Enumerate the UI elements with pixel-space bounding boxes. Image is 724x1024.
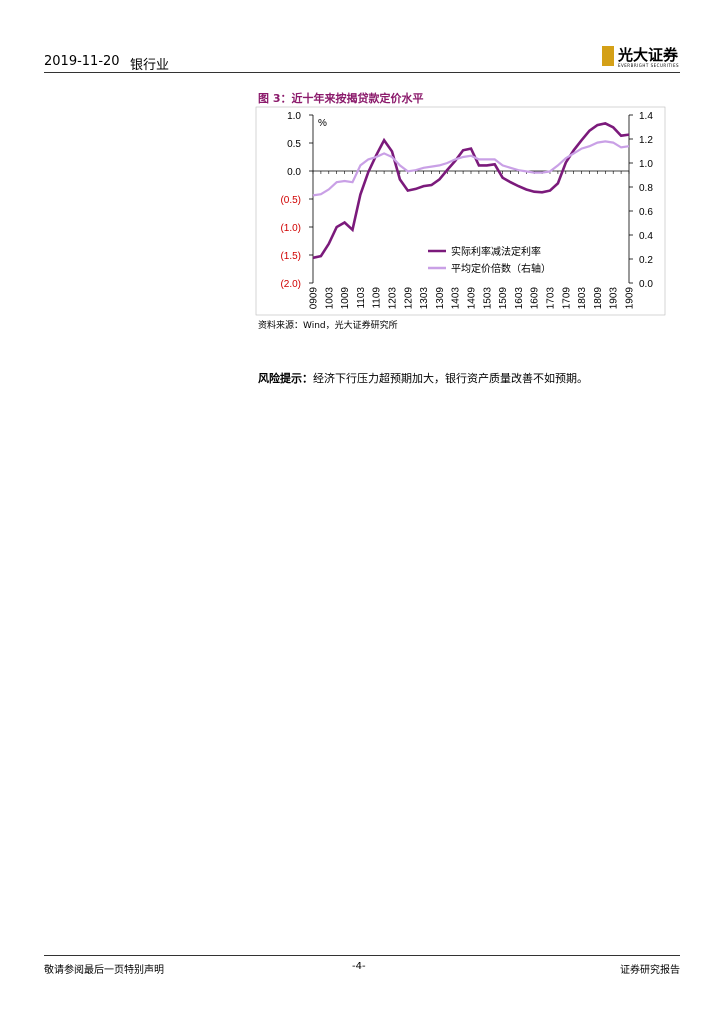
- chart: % 1.0 0.5 0.0 (0.5) (1.0) (1.5) (2.0) 1.4 1.2 1.0…: [255, 106, 666, 316]
- x-tick-label: 1003: [324, 287, 335, 310]
- x-tick-label: 1509: [498, 287, 509, 310]
- x-tick-label: 1803: [577, 287, 588, 310]
- y-tick-label: (2.0): [280, 279, 301, 290]
- logo-text: 光大证券: [618, 46, 679, 64]
- source-note: 资料来源：Wind，光大证券研究所: [258, 321, 398, 331]
- page-number: -4-: [352, 961, 366, 972]
- x-tick-label: 1703: [546, 287, 557, 310]
- x-tick-label: 1103: [356, 287, 367, 309]
- x-tick-label: 1203: [388, 287, 399, 310]
- x-tick-label: 0909: [309, 287, 320, 310]
- report-date: 2019-11-20: [44, 54, 120, 69]
- y2-tick-label: 1.4: [639, 111, 653, 122]
- footer-right: 证券研究报告: [620, 965, 680, 976]
- figure-title: 图 3：近十年来按揭贷款定价水平: [258, 92, 424, 105]
- legend-label: 实际利率减法定利率: [451, 245, 541, 258]
- chart-frame: [255, 106, 666, 316]
- y2-tick-label: 0.8: [639, 183, 653, 194]
- footer-rule: [44, 955, 680, 956]
- logo-icon: [602, 46, 614, 66]
- y2-tick-label: 0.2: [639, 255, 653, 266]
- x-tick-label: 1603: [514, 287, 525, 310]
- x-tick-label: 1709: [561, 287, 572, 310]
- x-tick-label: 1309: [435, 287, 446, 310]
- y-tick-label: 0.0: [287, 167, 301, 178]
- y2-tick-label: 1.2: [639, 135, 653, 146]
- logo-subtext: EVERBRIGHT SECURITIES: [618, 63, 680, 68]
- x-tick-label: 1209: [403, 287, 414, 310]
- y-tick-label: (1.5): [280, 251, 301, 262]
- x-tick-label: 1503: [482, 287, 493, 310]
- risk-note: 风险提示：经济下行压力超预期加大，银行资产质量改善不如预期。: [258, 370, 588, 386]
- x-tick-label: 1109: [372, 287, 383, 309]
- risk-text: 经济下行压力超预期加大，银行资产质量改善不如预期。: [313, 372, 588, 385]
- x-tick-label: 1009: [340, 287, 351, 310]
- footer-left: 敬请参阅最后一页特别声明: [44, 965, 164, 976]
- y2-tick-label: 0.0: [639, 279, 653, 290]
- x-tick-label: 1903: [609, 287, 620, 310]
- series-line: [312, 140, 630, 197]
- x-tick-label: 1409: [467, 287, 478, 310]
- y-tick-label: 1.0: [287, 111, 301, 122]
- x-tick-label: 1809: [593, 287, 604, 310]
- x-tick-label: 1303: [419, 287, 430, 310]
- x-tick-label: 1609: [530, 287, 541, 310]
- x-tick-label: 1403: [451, 287, 462, 310]
- risk-label: 风险提示：: [258, 372, 313, 385]
- y2-tick-label: 0.4: [639, 231, 653, 242]
- x-tick-label: 1909: [625, 287, 636, 310]
- y-tick-label: (0.5): [280, 195, 301, 206]
- header-rule: [44, 72, 680, 73]
- sector: 银行业: [130, 58, 170, 73]
- y2-tick-label: 1.0: [639, 159, 653, 170]
- series-line: [312, 122, 630, 260]
- y2-tick-label: 0.6: [639, 207, 653, 218]
- y-tick-label: (1.0): [280, 223, 301, 234]
- legend-label: 平均定价倍数（右轴）: [451, 262, 551, 275]
- unit-label: %: [318, 118, 327, 129]
- y-tick-label: 0.5: [287, 139, 301, 150]
